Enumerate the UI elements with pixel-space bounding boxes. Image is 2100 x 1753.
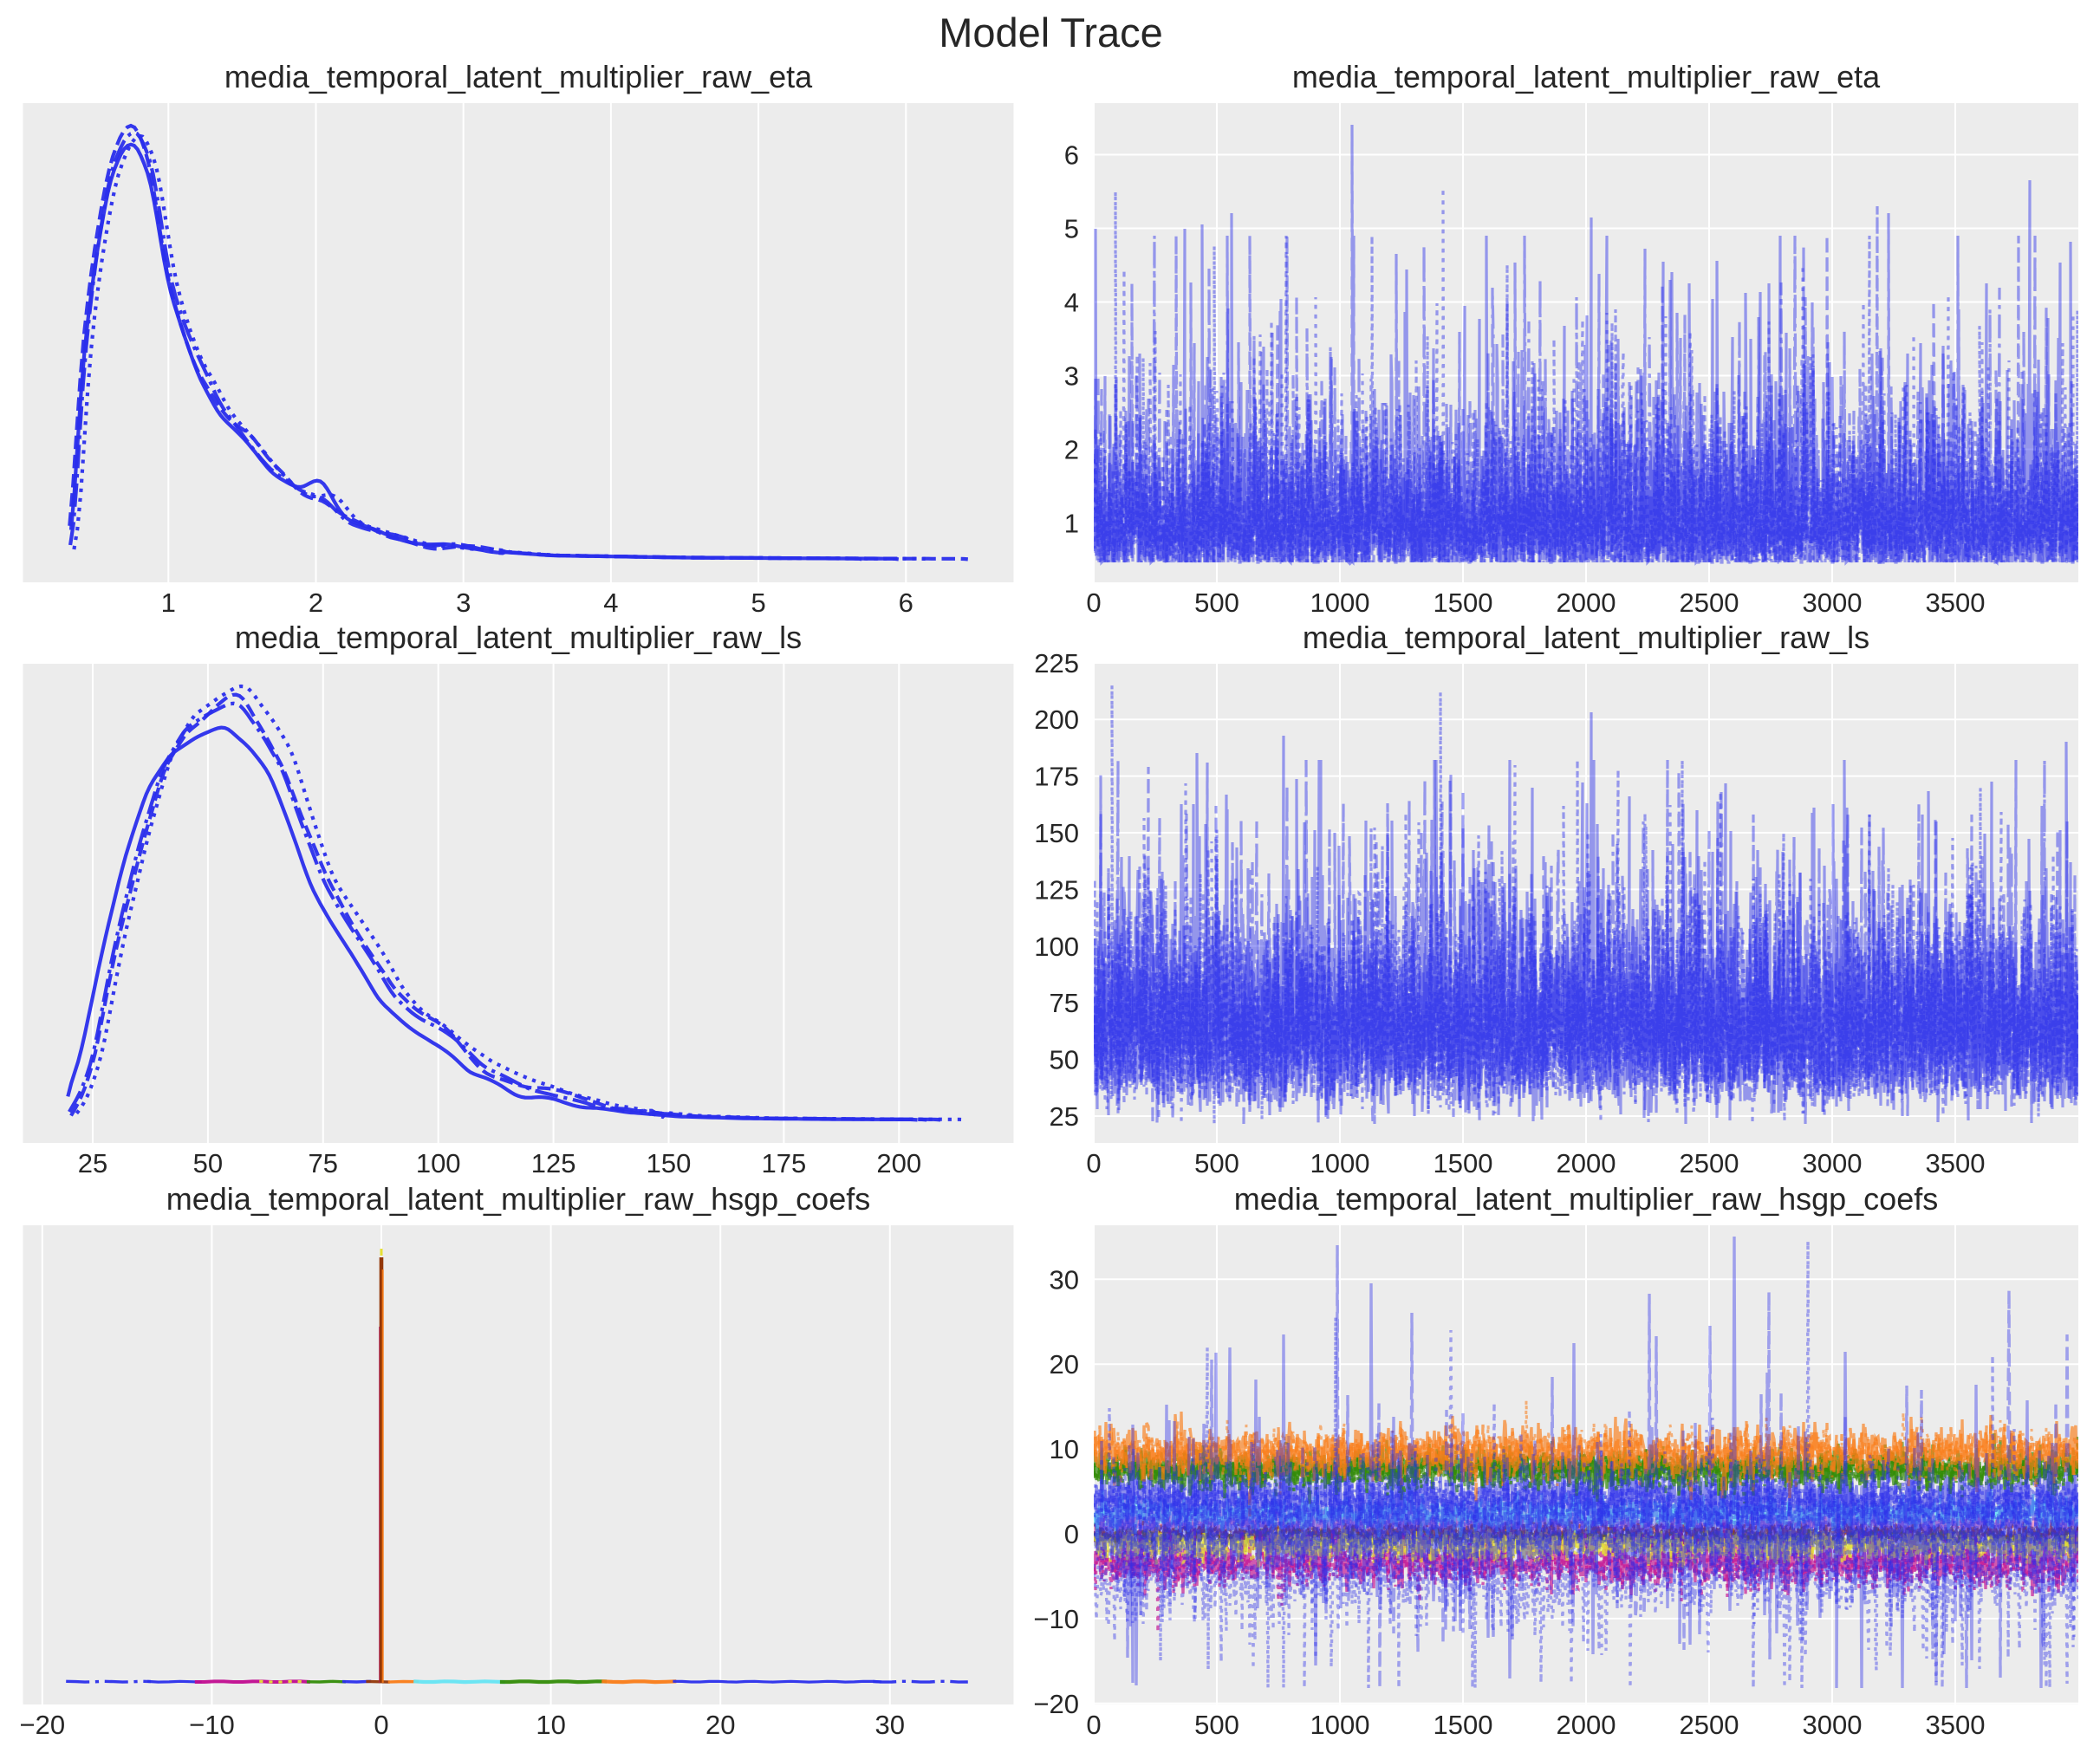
svg-text:2500: 2500 — [1680, 588, 1739, 618]
svg-text:1500: 1500 — [1434, 588, 1493, 618]
svg-text:100: 100 — [416, 1148, 461, 1178]
svg-text:−10: −10 — [189, 1710, 235, 1740]
svg-text:150: 150 — [647, 1148, 692, 1178]
svg-text:1000: 1000 — [1310, 588, 1370, 618]
svg-text:3500: 3500 — [1926, 1148, 1986, 1178]
svg-text:50: 50 — [1050, 1045, 1079, 1075]
svg-text:75: 75 — [309, 1148, 338, 1178]
svg-text:3: 3 — [456, 588, 471, 618]
svg-text:3000: 3000 — [1803, 1148, 1863, 1178]
svg-text:0: 0 — [1064, 1519, 1079, 1549]
svg-text:30: 30 — [1050, 1264, 1079, 1295]
svg-text:500: 500 — [1194, 1710, 1239, 1740]
svg-text:125: 125 — [531, 1148, 576, 1178]
svg-text:media_temporal_latent_multipli: media_temporal_latent_multiplier_raw_eta — [224, 59, 813, 94]
svg-text:media_temporal_latent_multipli: media_temporal_latent_multiplier_raw_eta — [1292, 59, 1881, 94]
svg-text:Model Trace: Model Trace — [939, 10, 1163, 55]
svg-text:2500: 2500 — [1680, 1710, 1739, 1740]
svg-text:1: 1 — [1064, 509, 1079, 539]
svg-text:6: 6 — [899, 588, 913, 618]
svg-text:4: 4 — [1064, 288, 1079, 318]
svg-text:175: 175 — [1034, 762, 1079, 792]
svg-text:20: 20 — [705, 1710, 735, 1740]
svg-text:0: 0 — [374, 1710, 388, 1740]
svg-text:3: 3 — [1064, 361, 1079, 392]
svg-text:0: 0 — [1086, 588, 1101, 618]
svg-text:25: 25 — [1050, 1101, 1079, 1132]
svg-text:1: 1 — [161, 588, 176, 618]
svg-text:1500: 1500 — [1434, 1148, 1493, 1178]
svg-text:10: 10 — [536, 1710, 565, 1740]
svg-text:3000: 3000 — [1803, 588, 1863, 618]
svg-text:0: 0 — [1086, 1148, 1101, 1178]
svg-text:media_temporal_latent_multipli: media_temporal_latent_multiplier_raw_ls — [1303, 620, 1869, 655]
svg-text:6: 6 — [1064, 140, 1079, 171]
svg-text:3000: 3000 — [1803, 1710, 1863, 1740]
svg-text:−20: −20 — [1033, 1689, 1079, 1719]
svg-text:200: 200 — [1034, 704, 1079, 735]
svg-text:3500: 3500 — [1926, 1710, 1986, 1740]
svg-text:media_temporal_latent_multipli: media_temporal_latent_multiplier_raw_hsg… — [166, 1181, 870, 1217]
svg-text:media_temporal_latent_multipli: media_temporal_latent_multiplier_raw_hsg… — [1234, 1181, 1938, 1217]
svg-text:500: 500 — [1194, 588, 1239, 618]
svg-text:5: 5 — [1064, 214, 1079, 244]
svg-text:225: 225 — [1034, 648, 1079, 678]
svg-text:media_temporal_latent_multipli: media_temporal_latent_multiplier_raw_ls — [235, 620, 802, 655]
svg-text:1000: 1000 — [1310, 1148, 1370, 1178]
svg-text:2: 2 — [1064, 435, 1079, 465]
svg-text:2000: 2000 — [1557, 588, 1616, 618]
svg-text:100: 100 — [1034, 932, 1079, 962]
svg-text:175: 175 — [762, 1148, 807, 1178]
svg-text:25: 25 — [78, 1148, 107, 1178]
svg-text:2500: 2500 — [1680, 1148, 1739, 1178]
svg-text:2000: 2000 — [1557, 1710, 1616, 1740]
svg-text:10: 10 — [1050, 1434, 1079, 1464]
svg-text:30: 30 — [875, 1710, 905, 1740]
svg-text:1000: 1000 — [1310, 1710, 1370, 1740]
svg-text:5: 5 — [751, 588, 765, 618]
svg-text:3500: 3500 — [1926, 588, 1986, 618]
svg-text:125: 125 — [1034, 874, 1079, 905]
svg-text:20: 20 — [1050, 1349, 1079, 1380]
svg-text:−20: −20 — [20, 1710, 66, 1740]
svg-text:500: 500 — [1194, 1148, 1239, 1178]
svg-text:2: 2 — [309, 588, 323, 618]
svg-text:150: 150 — [1034, 818, 1079, 848]
svg-text:1500: 1500 — [1434, 1710, 1493, 1740]
svg-text:−10: −10 — [1033, 1604, 1079, 1634]
svg-text:0: 0 — [1086, 1710, 1101, 1740]
svg-text:75: 75 — [1050, 988, 1079, 1018]
svg-text:200: 200 — [876, 1148, 921, 1178]
svg-text:50: 50 — [193, 1148, 223, 1178]
svg-text:4: 4 — [603, 588, 618, 618]
svg-text:2000: 2000 — [1557, 1148, 1616, 1178]
